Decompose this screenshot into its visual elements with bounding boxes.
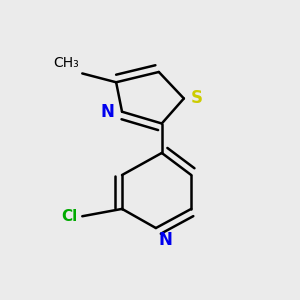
Text: N: N — [159, 231, 173, 249]
Text: S: S — [191, 89, 203, 107]
Text: CH₃: CH₃ — [54, 56, 79, 70]
Text: N: N — [101, 103, 115, 121]
Text: Cl: Cl — [61, 209, 78, 224]
